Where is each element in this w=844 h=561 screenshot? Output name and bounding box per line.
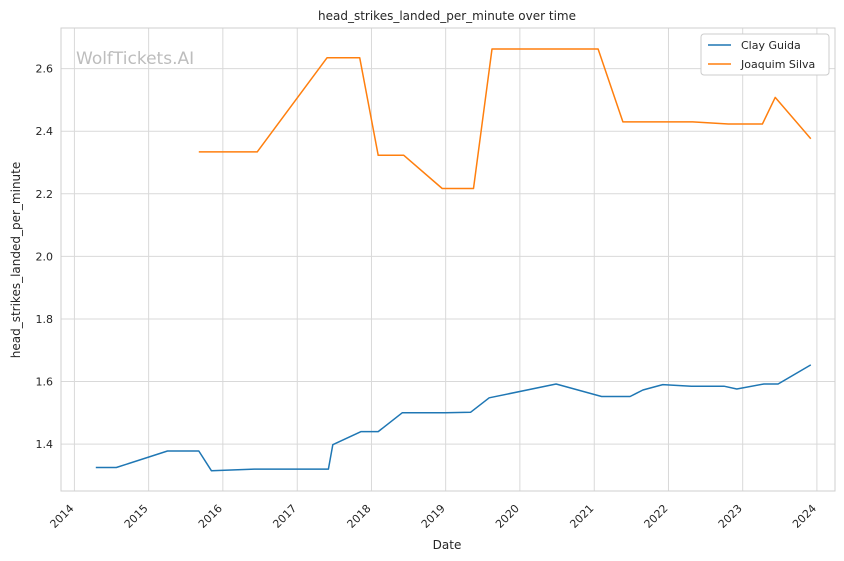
data-point [444, 412, 446, 414]
data-point [642, 389, 644, 391]
x-tick-label: 2015 [122, 502, 151, 531]
data-point [629, 395, 631, 397]
data-point [810, 138, 812, 140]
data-point [622, 121, 624, 123]
data-point [774, 96, 776, 98]
data-point [488, 397, 490, 399]
x-axis-ticks: 2014 2015 2016 2017 2018 2019 2020 2021 2022 2023… [48, 502, 819, 531]
y-tick-label: 2.0 [36, 250, 54, 263]
chart-title: head_strikes_landed_per_minute over time [318, 9, 576, 23]
data-point [115, 466, 117, 468]
data-point [723, 385, 725, 387]
data-point [377, 430, 379, 432]
legend-label-clay-guida: Clay Guida [741, 39, 801, 52]
data-point [198, 151, 200, 153]
y-tick-label: 2.4 [36, 125, 54, 138]
data-point [691, 121, 693, 123]
data-point [472, 187, 474, 189]
x-tick-label: 2024 [790, 502, 819, 531]
data-point [332, 444, 334, 446]
y-tick-label: 1.6 [36, 376, 54, 389]
data-point [690, 385, 692, 387]
data-point [210, 469, 212, 471]
data-point [327, 468, 329, 470]
legend: Clay Guida Joaquim Silva [700, 33, 830, 76]
data-point [403, 154, 405, 156]
data-point [761, 123, 763, 125]
data-point [253, 468, 255, 470]
data-point [662, 383, 664, 385]
series-layer [95, 48, 812, 472]
data-point [777, 383, 779, 385]
data-point [555, 383, 557, 385]
watermark: WolfTickets.AI [76, 49, 194, 69]
data-point [597, 48, 599, 50]
series-line-joaquim-silva [198, 48, 812, 190]
series-line-clay-guida [95, 364, 812, 472]
x-tick-label: 2021 [567, 502, 596, 531]
y-tick-label: 1.8 [36, 313, 54, 326]
y-tick-label: 2.6 [36, 63, 54, 76]
legend-box [700, 33, 830, 76]
data-point [600, 395, 602, 397]
x-tick-label: 2014 [48, 502, 77, 531]
data-point [727, 123, 729, 125]
x-tick-label: 2016 [196, 502, 225, 531]
x-tick-label: 2023 [716, 502, 745, 531]
data-point [198, 450, 200, 452]
data-point [360, 430, 362, 432]
y-tick-label: 1.4 [36, 438, 54, 451]
data-point [736, 388, 738, 390]
data-point [441, 187, 443, 189]
data-point [358, 57, 360, 59]
y-axis-ticks: 1.4 1.6 1.8 2.0 2.2 2.4 2.6 [36, 63, 54, 451]
data-point [166, 450, 168, 452]
y-axis-label: head_strikes_landed_per_minute [9, 162, 23, 359]
x-axis-label: Date [433, 538, 462, 552]
data-point [377, 154, 379, 156]
data-point [256, 151, 258, 153]
x-tick-label: 2017 [270, 502, 299, 531]
x-tick-label: 2020 [493, 502, 522, 531]
data-point [469, 411, 471, 413]
data-point [401, 412, 403, 414]
data-point [95, 466, 97, 468]
x-tick-label: 2018 [345, 502, 374, 531]
data-point [326, 57, 328, 59]
data-point [810, 364, 812, 366]
data-point [763, 383, 765, 385]
x-tick-label: 2022 [642, 502, 671, 531]
grid [61, 28, 835, 491]
legend-label-joaquim-silva: Joaquim Silva [740, 58, 815, 71]
plot-area [60, 27, 836, 492]
data-point [491, 48, 493, 50]
x-tick-label: 2019 [419, 502, 448, 531]
y-tick-label: 2.2 [36, 188, 54, 201]
